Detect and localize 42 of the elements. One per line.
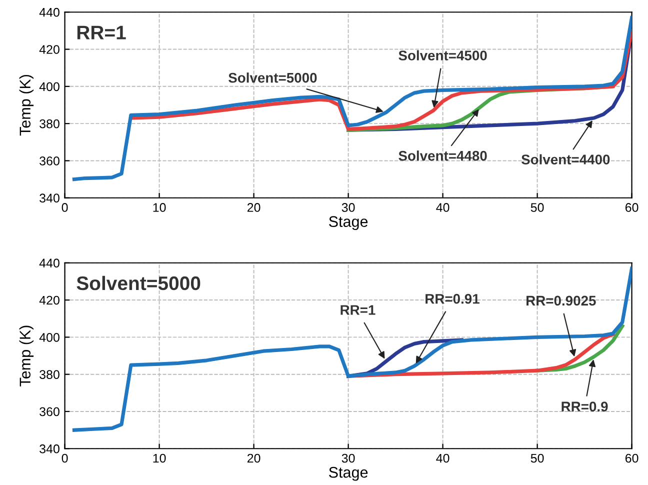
x-tick-label: 20 bbox=[247, 203, 260, 212]
text: RR=1 bbox=[77, 26, 126, 40]
x-tick-label: 10 bbox=[153, 454, 166, 463]
x-axis-title: Stage bbox=[329, 216, 368, 230]
text: RR=1 bbox=[340, 305, 376, 315]
line-series bbox=[72, 16, 632, 182]
y-tick-label: 400 bbox=[39, 82, 60, 92]
text: RR=0.91 bbox=[426, 294, 480, 304]
series-label: Solvent=4480 bbox=[398, 150, 487, 161]
x-axis-title: Stage bbox=[329, 466, 368, 481]
y-tick-label: 340 bbox=[40, 444, 60, 454]
x-tick-label: 50 bbox=[530, 454, 544, 463]
series-label: Solvent=5000 bbox=[228, 72, 317, 83]
y-tick-label: 440 bbox=[39, 258, 60, 268]
x-tick-label: 50 bbox=[530, 203, 544, 212]
text: Solvent=4500 bbox=[398, 50, 487, 60]
y-tick-label: 440 bbox=[39, 8, 60, 17]
y-tick-label: 360 bbox=[40, 407, 60, 416]
x-tick-label: 20 bbox=[247, 454, 260, 463]
text: Solvent=4400 bbox=[521, 154, 610, 164]
x-tick-label: 40 bbox=[436, 203, 450, 212]
y-tick-label: 400 bbox=[39, 332, 60, 342]
x-tick-label: 30 bbox=[342, 203, 355, 212]
text: Solvent=5000 bbox=[76, 276, 200, 290]
line-series bbox=[72, 266, 632, 432]
y-tick-label: 380 bbox=[40, 119, 60, 128]
x-tick-label: 30 bbox=[342, 454, 355, 463]
x-tick-label: 60 bbox=[625, 203, 638, 212]
text: RR=0.9025 bbox=[526, 296, 596, 306]
y-tick-label: 420 bbox=[39, 296, 60, 305]
x-tick-label: 60 bbox=[625, 454, 638, 463]
x-tick-label: 0 bbox=[62, 454, 68, 463]
x-tick-label: 0 bbox=[62, 203, 68, 212]
y-axis-title: Temp (K) bbox=[19, 74, 34, 136]
x-tick-label: 10 bbox=[153, 203, 166, 212]
y-tick-label: 380 bbox=[40, 370, 60, 379]
y-tick-label: 360 bbox=[40, 156, 60, 166]
y-axis-title: Temp (K) bbox=[19, 326, 34, 386]
text: RR=0.9 bbox=[562, 402, 608, 412]
x-tick-label: 40 bbox=[436, 454, 450, 463]
y-tick-label: 340 bbox=[40, 194, 60, 203]
y-tick-label: 420 bbox=[39, 45, 60, 54]
